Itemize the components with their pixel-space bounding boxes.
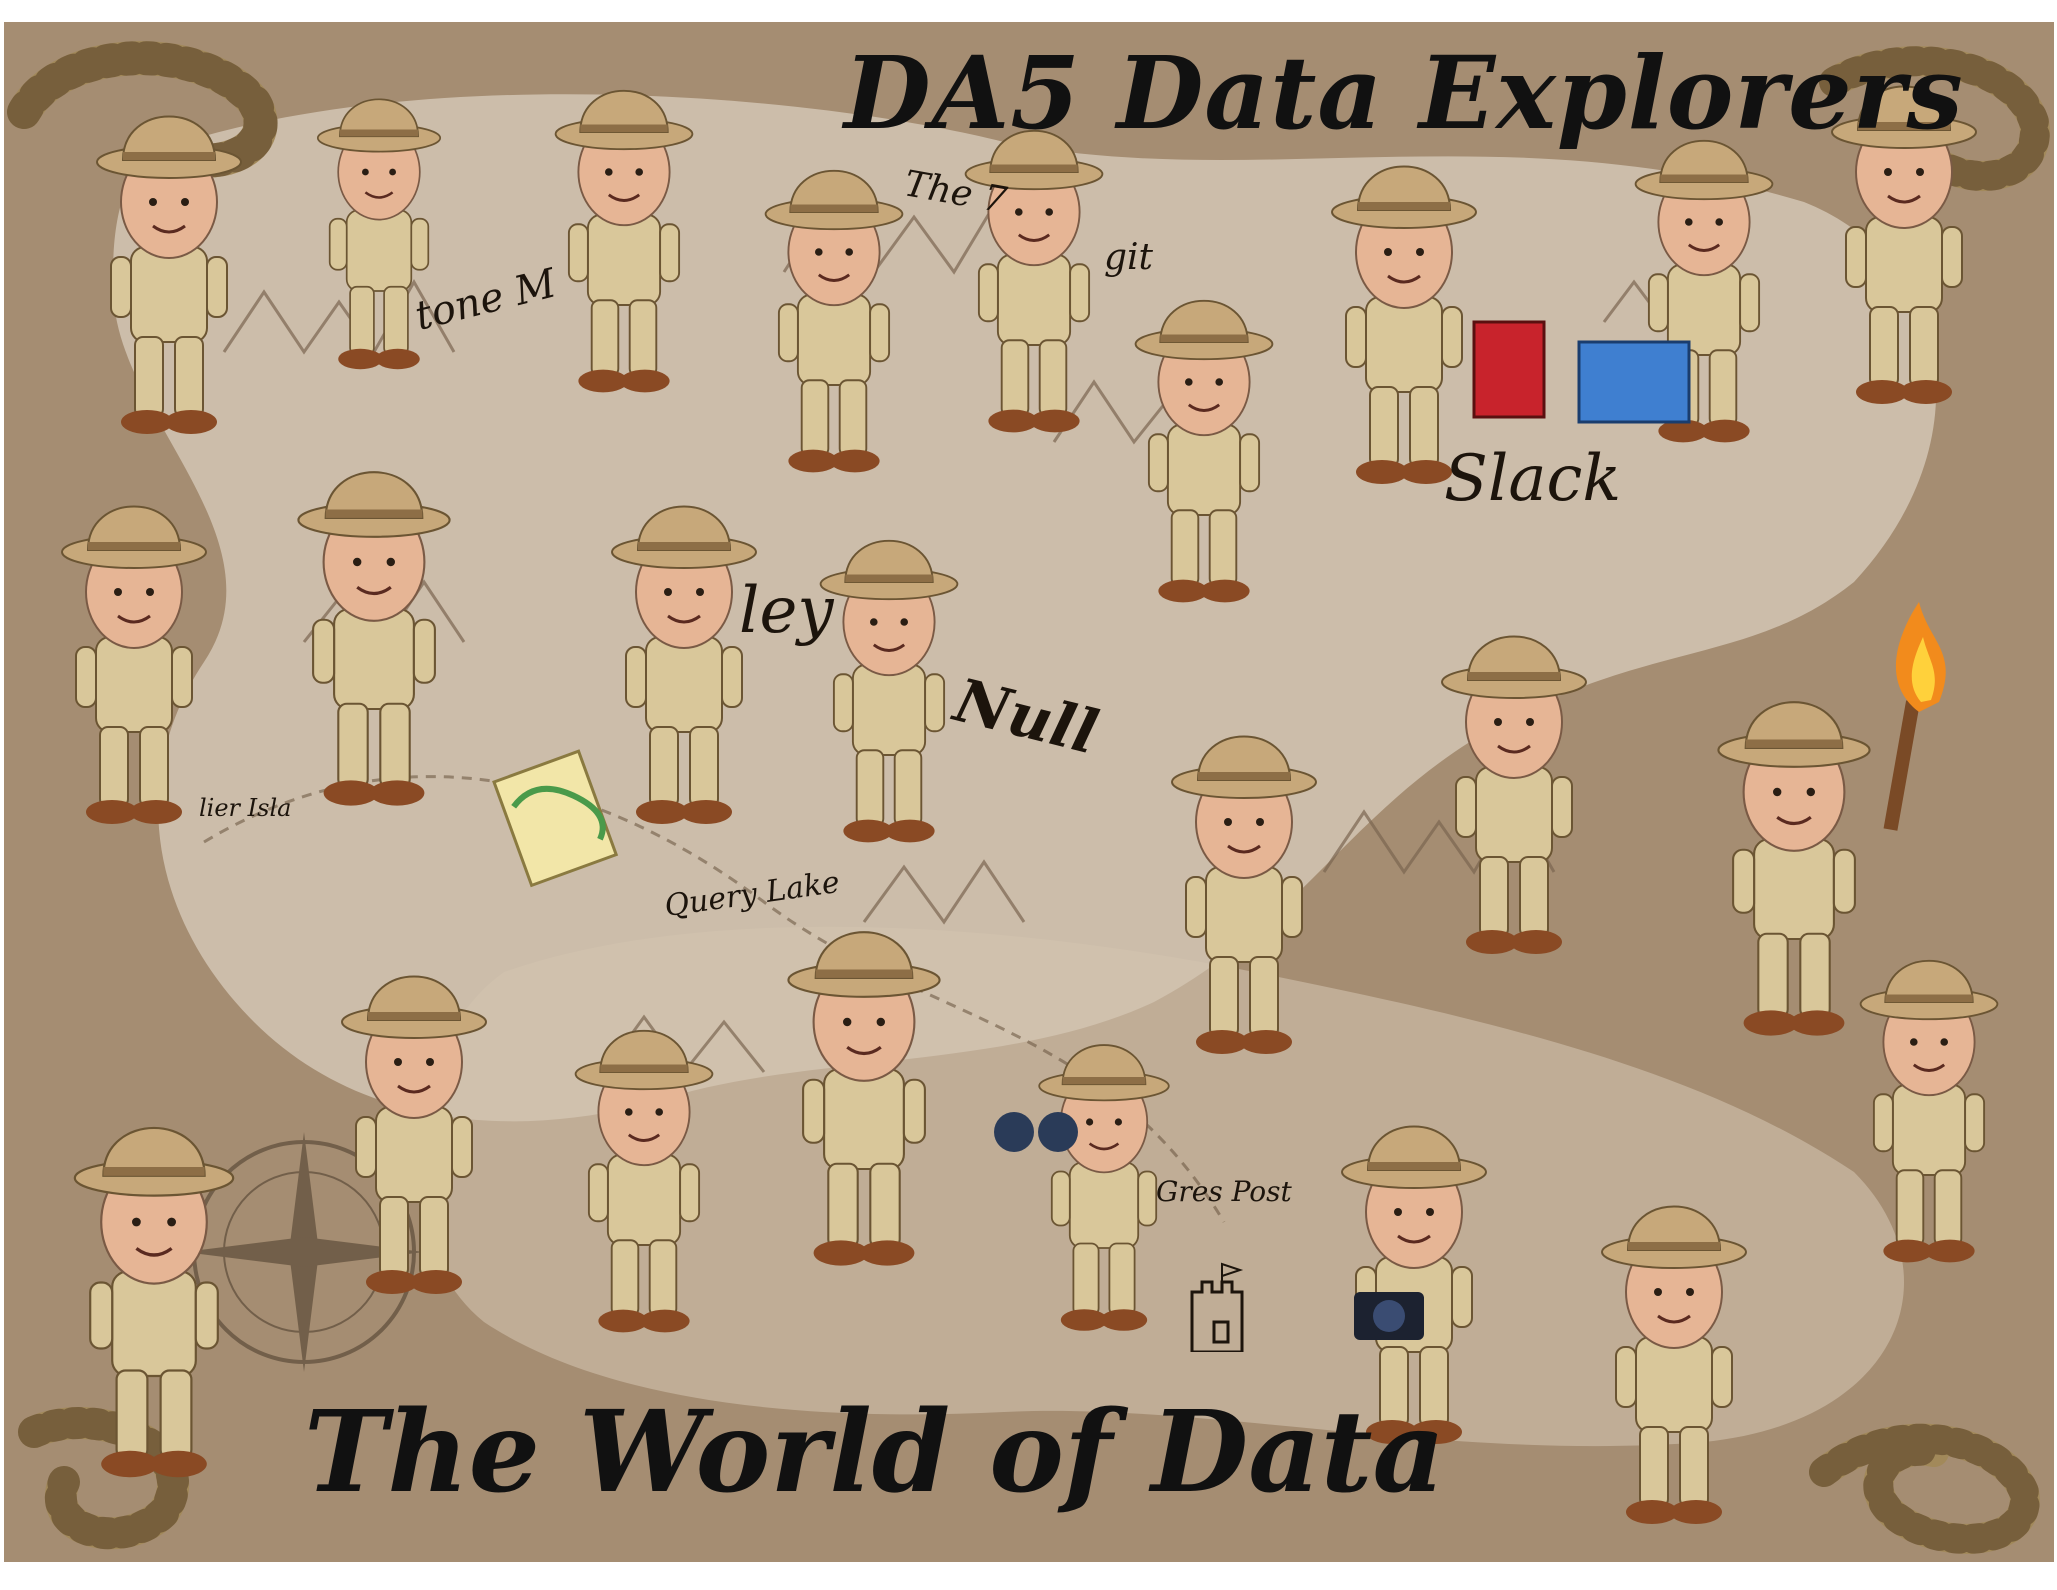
explorer-figure (297, 471, 451, 806)
poster-title: DA5 Data Explorers (844, 34, 1964, 152)
snake-icon (1809, 1423, 2040, 1554)
book-icon (1472, 320, 1546, 419)
explorer-figure (61, 505, 207, 824)
map-background (7, 41, 2050, 1554)
compass-icon (184, 1132, 424, 1372)
explorer-figure (554, 90, 694, 393)
map-label-git: git (1104, 237, 1154, 278)
map-label-outlier-island: lier Isla (199, 794, 292, 822)
explorer-figure (1717, 701, 1871, 1036)
snake-icon (18, 1407, 190, 1550)
explorer-figure (1134, 300, 1274, 603)
explorer-figure (1601, 1205, 1747, 1524)
explorer-figure (611, 505, 757, 824)
snake-icon (1819, 46, 2050, 191)
explorer-figure (73, 1126, 235, 1478)
explorer-figure (1831, 85, 1977, 404)
poster-subtitle: The World of Data (304, 1387, 1446, 1518)
torch-icon (1883, 602, 1946, 831)
explorer-figure (316, 98, 442, 370)
explorer-figure (1171, 735, 1317, 1054)
explorer-figure (787, 931, 941, 1266)
castle-icon (1190, 1262, 1244, 1352)
map-label-ley: ley (739, 574, 834, 648)
map-label-gres-post: Gres Post (1156, 1175, 1292, 1208)
map-scroll-icon (492, 749, 619, 888)
explorer-figure (764, 170, 904, 473)
explorer-figure (1038, 1044, 1170, 1331)
camera-icon (1354, 1292, 1424, 1340)
explorer-figure (574, 1030, 714, 1333)
explorer-figure (96, 115, 242, 434)
explorer-figure (1441, 635, 1587, 954)
poster: DA5 Data Explorers The World of Data Que… (4, 22, 2054, 1562)
binoculars-icon (994, 1112, 1078, 1152)
map-landmass-south (418, 926, 1905, 1447)
explorer-figure (341, 975, 487, 1294)
explorer-figure (819, 540, 959, 843)
map-label-slack-forest: Slack (1444, 442, 1622, 516)
book-icon (1577, 340, 1691, 424)
explorer-figure (1859, 960, 1999, 1263)
explorer-figure (1331, 165, 1477, 484)
explorer-figure (964, 130, 1104, 433)
